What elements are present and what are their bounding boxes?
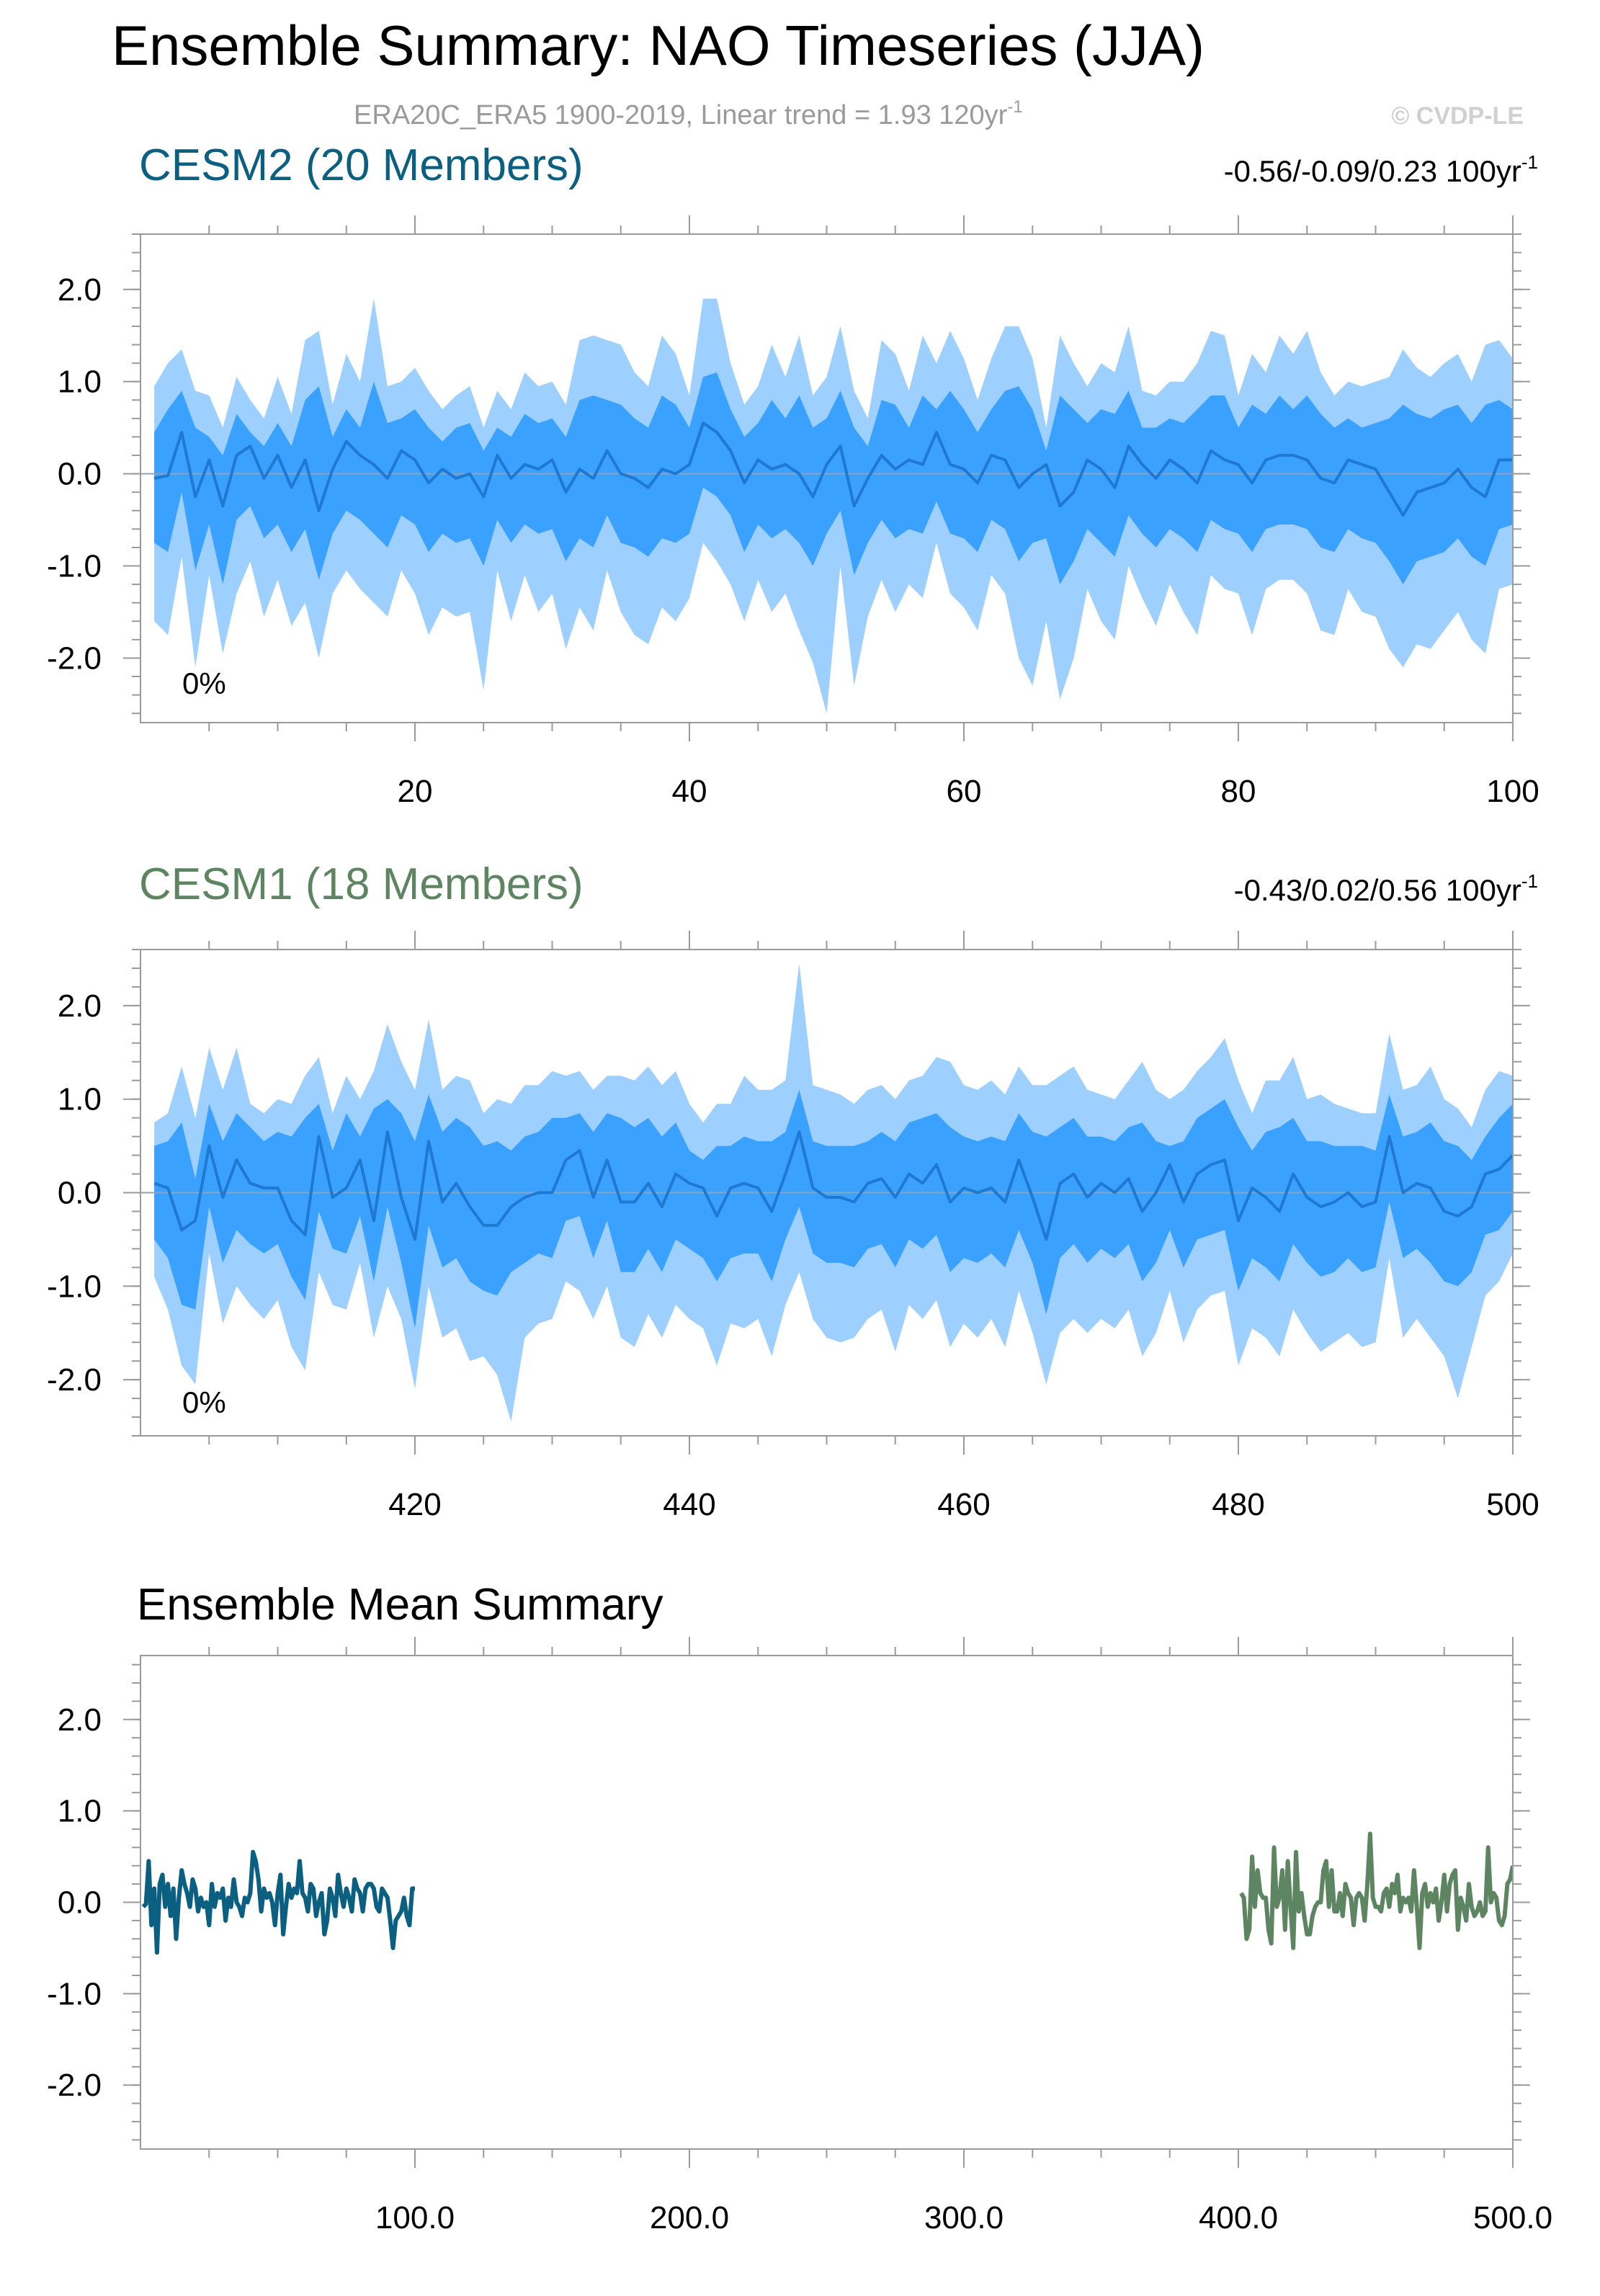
panel-cesm2: CESM2 (20 Members) -0.56/-0.09/0.23 100y… [47,140,1539,809]
panel-title: CESM1 (18 Members) [139,859,584,909]
x-tick-label: 20 [398,774,433,809]
y-tick-label: 1.0 [58,365,102,400]
x-tick-label: 440 [663,1487,715,1522]
plot-area: -2.0 -1.0 0.0 1.0 2.0 20 40 60 80 100 [47,215,1539,809]
y-tick-label: 2.0 [58,988,102,1024]
x-tick-label: 460 [937,1487,990,1522]
y-tick-label: 1.0 [58,1082,102,1117]
y-tick-label: -1.0 [47,1269,102,1304]
y-tick-label: -2.0 [47,1362,102,1398]
x-tick-label: 60 [947,774,982,809]
percent-label: 0% [182,666,226,700]
x-tick-label: 500 [1486,1487,1539,1522]
plot-data [140,298,1513,714]
trend-label-sup: -1 [1521,870,1538,892]
watermark: © CVDP-LE [1391,102,1524,130]
panel-title: CESM2 (20 Members) [139,140,584,190]
trend-label: -0.56/-0.09/0.23 100yr-1 [1224,151,1538,188]
plot-data [141,1831,1513,1955]
series-line-1 [1239,1831,1513,1950]
x-tick-label: 500.0 [1473,2200,1552,2235]
figure-subtitle-sup: -1 [1007,97,1022,117]
trend-label-text: -0.56/-0.09/0.23 100yr [1224,154,1521,188]
y-tick-label: 0.0 [58,457,102,492]
figure-title: Ensemble Summary: NAO Timeseries (JJA) [112,14,1205,77]
series-line-0 [141,1849,415,1955]
y-tick-label: -1.0 [47,549,102,584]
x-tick-label: 80 [1221,774,1256,809]
inner-spread-band [154,1089,1513,1328]
x-tick-label: 100.0 [375,2200,455,2235]
x-tick-label: 480 [1212,1487,1264,1522]
plot-area: -2.0 -1.0 0.0 1.0 2.0 420 440 460 480 500 [47,931,1539,1522]
trend-label: -0.43/0.02/0.56 100yr-1 [1234,870,1538,907]
figure-subtitle-text: ERA20C_ERA5 1900-2019, Linear trend = 1.… [354,100,1008,130]
y-tick-label: 2.0 [58,1702,102,1738]
y-tick-label: -2.0 [47,2068,102,2103]
ensemble-mean-line [153,1130,1513,1241]
trend-label-text: -0.43/0.02/0.56 100yr [1234,873,1521,907]
figure-subtitle: ERA20C_ERA5 1900-2019, Linear trend = 1.… [354,97,1023,130]
x-tick-label: 400.0 [1199,2200,1278,2235]
trend-label-sup: -1 [1521,151,1538,173]
plot-area: -2.0 -1.0 0.0 1.0 2.0 100.0 200.0 300.0 400.0 500… [47,1637,1552,2235]
y-tick-label: -2.0 [47,640,102,676]
y-tick-label: 2.0 [58,272,102,308]
panel-ensemble-mean: Ensemble Mean Summary -2.0 -1.0 0.0 1.0 2.0 1… [47,1580,1552,2235]
y-tick-label: 0.0 [58,1176,102,1211]
plot-data [140,963,1513,1422]
y-tick-label: 0.0 [58,1885,102,1921]
x-tick-label: 40 [672,774,707,809]
y-tick-label: 1.0 [58,1794,102,1829]
percent-label: 0% [182,1385,226,1419]
panel-cesm1: CESM1 (18 Members) -0.43/0.02/0.56 100yr… [47,859,1539,1522]
y-tick-label: -1.0 [47,1976,102,2011]
x-tick-label: 100 [1486,774,1539,809]
panel-title: Ensemble Mean Summary [137,1580,663,1630]
inner-spread-band [154,372,1513,585]
x-tick-label: 300.0 [924,2200,1004,2235]
ensemble-mean-line [153,421,1513,517]
x-tick-label: 200.0 [650,2200,729,2235]
x-tick-label: 420 [388,1487,441,1522]
